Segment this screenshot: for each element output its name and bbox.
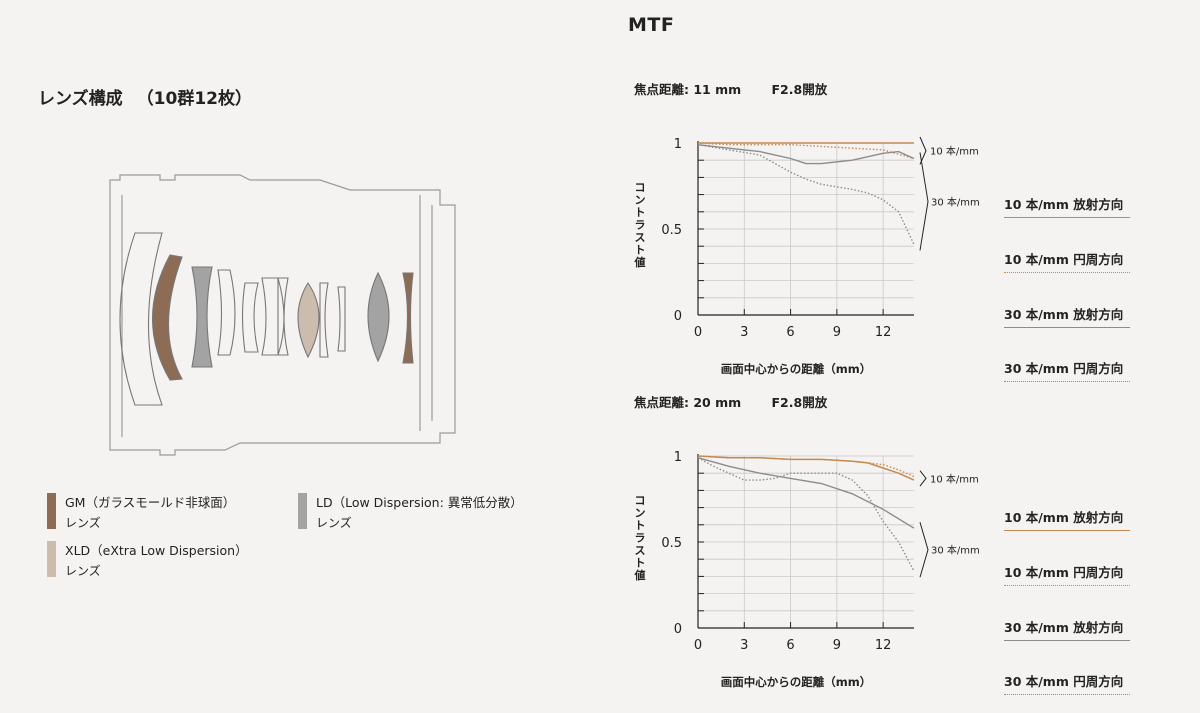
x-tick-label: 6: [786, 325, 794, 340]
lens-element-1: [119, 232, 163, 406]
lens-element-4: [217, 269, 236, 356]
lens-element-9: [319, 282, 329, 358]
lens-barrel-outline: [109, 174, 456, 456]
lens-construction-diagram: [109, 174, 456, 456]
x-tick-label: 9: [833, 325, 841, 340]
brace-label-10: 10 本/mm: [930, 472, 979, 485]
legend-swatch-ld: [298, 493, 307, 529]
brace-30: [919, 152, 929, 251]
lens-element-7: [277, 277, 289, 356]
legend-xld-sub: レンズ: [65, 564, 101, 578]
series-line-meridional_10: [697, 455, 915, 478]
legend-ld-name: LD（Low Dispersion: 異常低分散）: [316, 495, 523, 510]
grid: [697, 142, 914, 316]
x-axis-label: 画面中心からの距離（mm）: [721, 362, 871, 376]
y-tick-label: 0.5: [661, 223, 682, 238]
brace-10: [919, 470, 927, 487]
y-tick-label: 0: [674, 309, 682, 324]
legend-10-sagittal: 10 本/mm 放射方向: [1004, 507, 1130, 531]
x-axis-label: 画面中心からの距離（mm）: [721, 675, 871, 689]
lens-element-10: [337, 286, 346, 352]
legend-30-meridional: 30 本/mm 円周方向: [1004, 358, 1130, 382]
chart2-focal: 焦点距離: 20 mm: [634, 395, 742, 410]
x-tick-label: 0: [694, 325, 702, 340]
legend-10-sagittal: 10 本/mm 放射方向: [1004, 194, 1130, 218]
legend-gm-sub: レンズ: [65, 516, 101, 530]
y-tick-label: 1: [674, 450, 682, 465]
lens-element-5: [241, 282, 259, 353]
y-axis-label: コントラスト値: [634, 494, 646, 582]
series-line-sagittal_30: [697, 144, 915, 165]
legend-10-meridional: 10 本/mm 円周方向: [1004, 249, 1130, 273]
lens-element-count: （10群12枚）: [136, 89, 252, 109]
legend-xld: XLD（eXtra Low Dispersion） レンズ: [47, 541, 248, 581]
lens-element-3-ld: [191, 266, 213, 368]
series-line-sagittal_10: [697, 455, 915, 481]
brace-label-30: 30 本/mm: [931, 544, 980, 557]
lens-element-12-gm: [402, 272, 414, 364]
lens-element-11-ld: [367, 271, 390, 363]
x-tick-label: 12: [875, 325, 892, 340]
brace-30: [919, 522, 929, 578]
chart1-header: 焦点距離: 11 mm F2.8開放: [634, 79, 827, 98]
brace-10: [919, 136, 927, 165]
y-tick-label: 0.5: [661, 536, 682, 551]
legend-swatch-gm: [47, 493, 56, 529]
brace-label-10: 10 本/mm: [930, 145, 979, 158]
legend-gm-name: GM（ガラスモールド非球面）: [65, 495, 236, 510]
y-tick-label: 0: [674, 622, 682, 637]
chart2-aperture: F2.8開放: [771, 395, 828, 410]
brace-label-30: 30 本/mm: [931, 195, 980, 208]
chart2-header: 焦点距離: 20 mm F2.8開放: [634, 392, 827, 411]
legend-30-meridional: 30 本/mm 円周方向: [1004, 671, 1130, 695]
x-tick-label: 9: [833, 638, 841, 653]
lens-element-8-xld: [297, 281, 320, 359]
lens-title-text: レンズ構成: [38, 89, 123, 109]
legend-xld-name: XLD（eXtra Low Dispersion）: [65, 543, 248, 558]
x-tick-label: 6: [786, 638, 794, 653]
chart1-focal: 焦点距離: 11 mm: [634, 82, 742, 97]
legend-ld-sub: レンズ: [316, 516, 352, 530]
legend-ld: LD（Low Dispersion: 異常低分散） レンズ: [298, 493, 523, 533]
grid: [697, 455, 914, 629]
legend-10-meridional: 10 本/mm 円周方向: [1004, 562, 1130, 586]
chart1-aperture: F2.8開放: [771, 82, 828, 97]
legend-30-sagittal: 30 本/mm 放射方向: [1004, 304, 1130, 328]
mtf-title: MTF: [628, 14, 675, 36]
series-line-sagittal_30: [697, 457, 915, 529]
x-tick-label: 3: [740, 638, 748, 653]
lens-element-6: [261, 277, 285, 356]
x-tick-label: 12: [875, 638, 892, 653]
legend-swatch-xld: [47, 541, 56, 577]
x-tick-label: 0: [694, 638, 702, 653]
legend-gm: GM（ガラスモールド非球面） レンズ: [47, 493, 235, 533]
y-axis-label: コントラスト値: [634, 181, 646, 269]
lens-construction-title: レンズ構成 （10群12枚）: [38, 84, 252, 109]
legend-30-sagittal: 30 本/mm 放射方向: [1004, 617, 1130, 641]
x-tick-label: 3: [740, 325, 748, 340]
series-line-meridional_30: [697, 457, 915, 572]
lens-element-2-gm: [151, 254, 183, 381]
y-tick-label: 1: [674, 137, 682, 152]
series-line-meridional_10: [697, 142, 915, 160]
